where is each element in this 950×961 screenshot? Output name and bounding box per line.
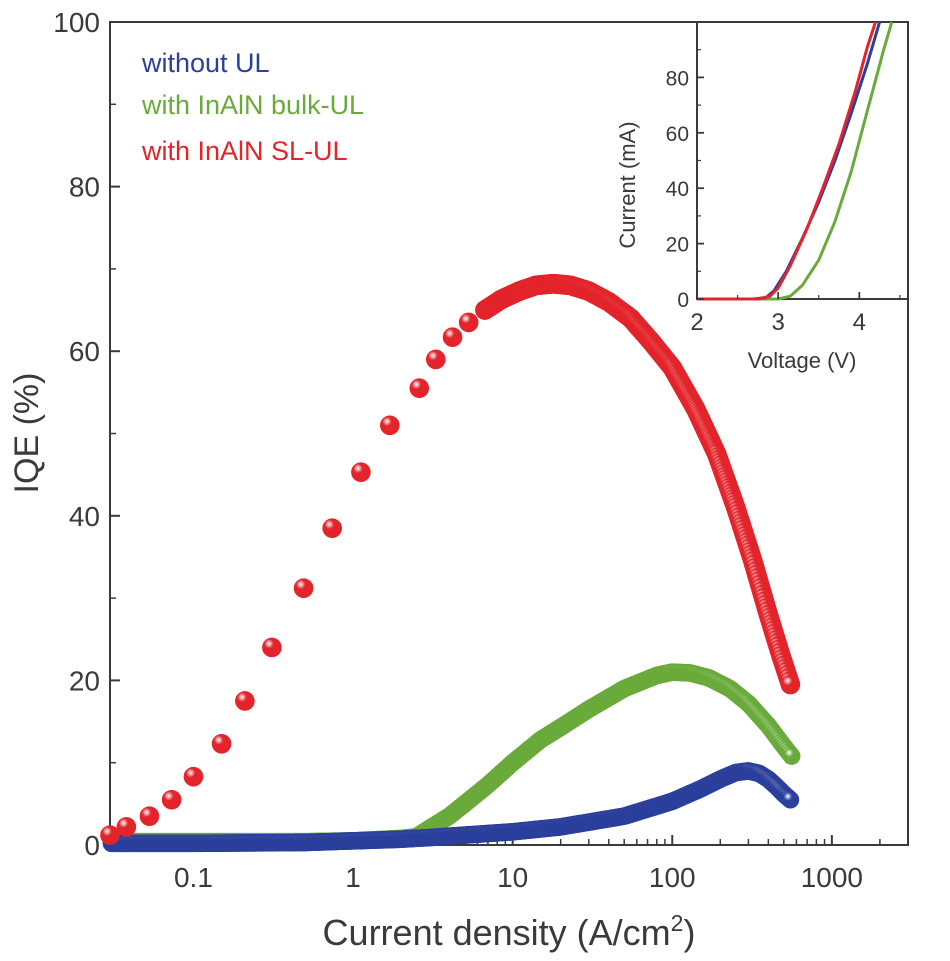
inset-y-tick-label: 80 xyxy=(666,67,689,90)
main-x-axis-title: Current density (A/cm2) xyxy=(323,910,696,953)
data-point xyxy=(351,462,371,482)
y-tick-label: 80 xyxy=(69,172,100,203)
inset-y-tick-label: 40 xyxy=(666,178,689,201)
data-point xyxy=(781,790,800,809)
series-with-inaln-sl-ul xyxy=(100,273,801,845)
inset-axis-ticks: 0 20 40 60 80 2 3 4 xyxy=(666,49,901,336)
data-point xyxy=(161,789,182,810)
inset-y-tick-label: 20 xyxy=(666,234,689,257)
data-point xyxy=(458,312,479,333)
data-point xyxy=(782,747,801,765)
data-point xyxy=(211,733,232,754)
y-tick-label: 40 xyxy=(69,501,100,532)
legend-entry-without-ul: without UL xyxy=(141,48,270,78)
inset-x-tick-label: 3 xyxy=(771,309,784,336)
data-point xyxy=(139,806,160,827)
series-without-ul xyxy=(102,762,800,853)
data-point xyxy=(235,691,255,711)
data-point xyxy=(100,825,120,845)
inset-line-1 xyxy=(697,21,894,301)
series-with-inaln-bulk-ul xyxy=(102,663,801,851)
data-point xyxy=(426,349,446,370)
inset-plot-frame xyxy=(696,21,909,300)
data-point xyxy=(183,766,204,787)
y-tick-label: 100 xyxy=(53,7,100,38)
inset-x-tick-label: 4 xyxy=(853,309,866,336)
x-tick-label: 1 xyxy=(345,862,361,893)
inset-x-tick-label: 2 xyxy=(690,309,703,336)
x-axis-title-superscript: 2 xyxy=(671,910,684,936)
data-point xyxy=(442,327,463,348)
main-y-axis-title: IQE (%) xyxy=(8,373,46,494)
legend-entry-bulk-ul: with InAlN bulk-UL xyxy=(141,90,364,120)
inset-y-axis-title: Current (mA) xyxy=(615,121,640,248)
data-point xyxy=(116,817,137,837)
y-tick-label: 20 xyxy=(69,665,100,696)
y-tick-label: 60 xyxy=(69,336,100,367)
data-point xyxy=(780,674,801,695)
x-tick-label: 0.1 xyxy=(174,862,213,893)
inset-line-2 xyxy=(697,21,877,301)
x-tick-label: 10 xyxy=(497,862,528,893)
main-data-points xyxy=(100,273,801,853)
data-point xyxy=(262,637,282,658)
inset-y-tick-label: 60 xyxy=(666,123,689,146)
legend-entry-sl-ul: with InAlN SL-UL xyxy=(141,136,348,166)
data-point xyxy=(409,378,430,399)
x-tick-label: 1000 xyxy=(801,862,863,893)
x-axis-title-close: ) xyxy=(683,912,695,953)
x-axis-title-main-part: Current density (A/cm xyxy=(323,912,671,953)
inset-data-lines xyxy=(697,21,894,301)
data-point xyxy=(380,415,400,436)
data-point xyxy=(322,518,342,538)
y-tick-label: 0 xyxy=(84,830,100,861)
legend: without UL with InAlN bulk-UL with InAlN… xyxy=(141,48,364,166)
x-tick-label: 100 xyxy=(649,862,696,893)
inset-y-tick-label: 0 xyxy=(677,289,689,312)
data-point xyxy=(293,578,314,599)
inset-x-axis-title: Voltage (V) xyxy=(748,348,857,373)
